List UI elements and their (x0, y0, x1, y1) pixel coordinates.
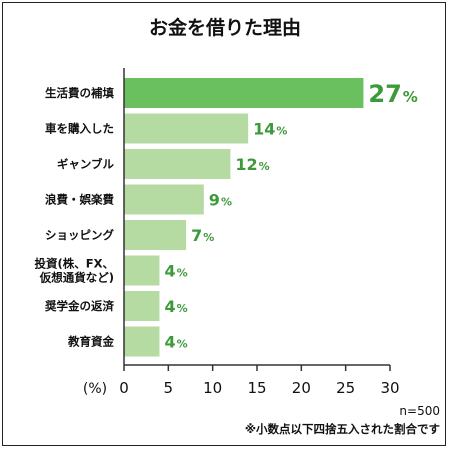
x-tick-label-0: 0 (119, 379, 129, 397)
value-label-5: 7% (191, 226, 214, 245)
chart-title: お金を借りた理由 (149, 16, 301, 39)
x-tick-label-20: 20 (292, 379, 311, 397)
category-label-5: ショッピング (45, 228, 114, 242)
x-ticks-group: 0 5 10 15 20 25 30 (119, 365, 400, 397)
bar-2 (124, 113, 249, 144)
category-label-3: ギャンブル (57, 157, 115, 171)
rounding-note: ※小数点以下四捨五入された割合です (245, 422, 440, 436)
x-tick-label-15: 15 (247, 379, 266, 397)
value-label-7: 4% (164, 297, 187, 316)
bar-4 (124, 184, 204, 215)
sample-size-note: n=500 (399, 404, 440, 418)
chart-frame (2, 2, 446, 446)
x-tick-label-30: 30 (380, 379, 399, 397)
category-label-2: 車を購入した (45, 122, 114, 136)
value-label-1: 27% (368, 80, 417, 108)
x-tick-label-25: 25 (336, 379, 355, 397)
value-label-3: 12% (235, 155, 269, 174)
bar-1 (124, 78, 364, 108)
x-axis-label: (%) (83, 381, 107, 397)
bar-8 (124, 326, 160, 357)
value-label-4: 9% (209, 191, 232, 210)
value-labels-group: 27%14%12%9%7%4%4%4% (164, 80, 417, 352)
axes-group (123, 68, 390, 366)
value-label-2: 14% (253, 120, 287, 139)
bar-3 (124, 149, 231, 179)
x-tick-label-10: 10 (203, 379, 222, 397)
category-label-8: 教育資金 (67, 335, 114, 349)
value-label-6: 4% (164, 262, 187, 281)
category-label-7: 奨学金の返済 (44, 299, 114, 313)
category-label-6: 投資(株、FX、仮想通貨など) (35, 257, 114, 285)
bars-group (124, 78, 364, 357)
category-labels-group: 生活費の補填車を購入したギャンブル浪費・娯楽費ショッピング投資(株、FX、仮想通… (35, 86, 115, 349)
bar-7 (124, 291, 160, 321)
category-label-1: 生活費の補填 (45, 86, 114, 100)
x-tick-label-5: 5 (164, 379, 174, 397)
value-label-8: 4% (164, 333, 187, 352)
bar-5 (124, 220, 187, 250)
bar-6 (124, 255, 160, 286)
category-label-4: 浪費・娯楽費 (45, 193, 114, 207)
